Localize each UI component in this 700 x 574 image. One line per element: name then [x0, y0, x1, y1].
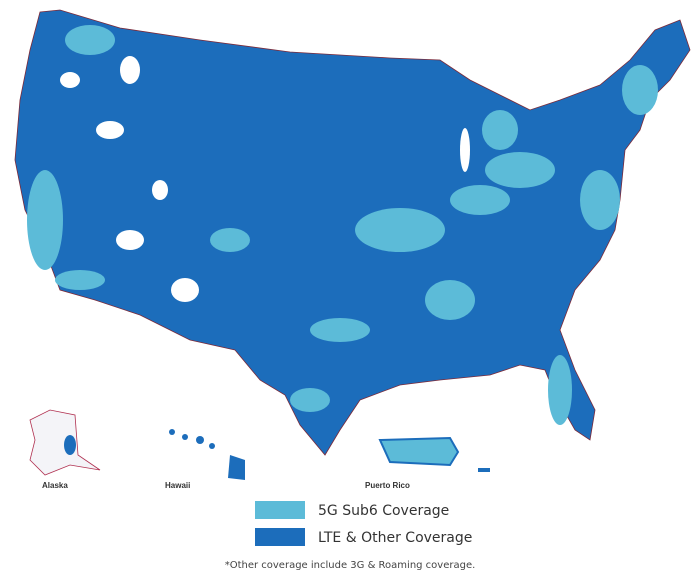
legend-swatch	[255, 528, 305, 546]
5g-areas	[27, 25, 658, 425]
legend-label: LTE & Other Coverage	[318, 530, 472, 546]
legend: 5G Sub6 Coverage LTE & Other Coverage	[255, 501, 472, 546]
region-label: Alaska	[42, 481, 68, 490]
no-coverage	[60, 56, 470, 302]
legend-label: 5G Sub6 Coverage	[318, 503, 449, 519]
pr-shape	[378, 436, 460, 467]
us-mainland	[14, 9, 691, 456]
puerto-rico: Puerto Rico	[365, 436, 490, 490]
legend-swatch	[255, 501, 305, 519]
alaska: Alaska	[29, 409, 101, 490]
region-label: Hawaii	[165, 481, 190, 490]
hawaii: Hawaii	[165, 429, 245, 490]
region-label: Puerto Rico	[365, 481, 410, 490]
contiguous-us	[14, 9, 691, 456]
footnote: *Other coverage include 3G & Roaming cov…	[225, 560, 476, 571]
